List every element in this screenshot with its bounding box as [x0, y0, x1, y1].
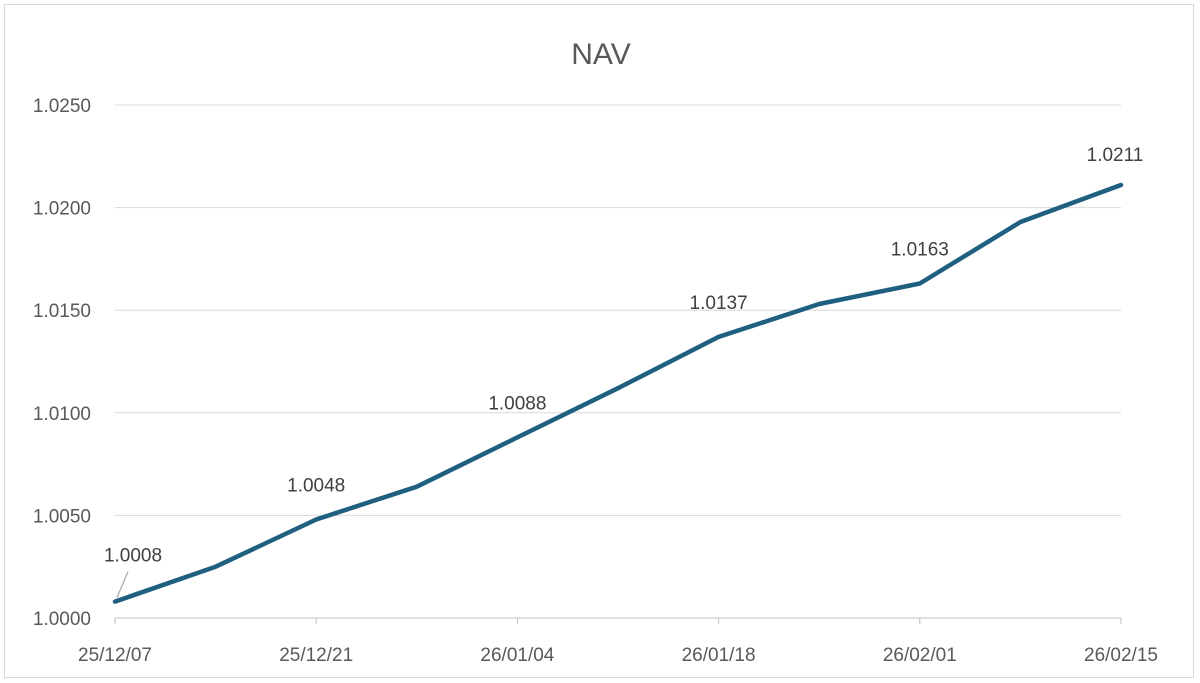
y-axis-ticks: 1.0000 1.0050 1.0100 1.0150 1.0200 1.0250 — [33, 96, 91, 630]
x-tick-label: 26/02/15 — [1084, 645, 1158, 666]
x-tick-label: 25/12/07 — [78, 645, 152, 666]
x-tick-label: 25/12/21 — [279, 645, 353, 666]
y-tick-label: 1.0250 — [33, 96, 91, 117]
x-tick-label: 26/01/18 — [682, 645, 756, 666]
x-tick-label: 26/02/01 — [883, 645, 957, 666]
y-tick-label: 1.0050 — [33, 506, 91, 527]
data-label: 1.0008 — [104, 546, 162, 567]
series-layer — [112, 182, 1124, 604]
nav-series-line — [112, 182, 1124, 604]
y-tick-label: 1.0200 — [33, 199, 91, 220]
chart-title: NAV — [571, 38, 630, 71]
data-label: 1.0137 — [690, 293, 748, 314]
data-label: 1.0048 — [287, 476, 345, 497]
chart-frame: NAV 1.0000 1.0050 1.0100 1.0150 1.0200 1.0250… — [4, 4, 1194, 678]
data-label: 1.0163 — [891, 240, 949, 261]
nav-line-chart: NAV 1.0000 1.0050 1.0100 1.0150 1.0200 1.0250… — [33, 38, 1158, 666]
data-label: 1.0211 — [1087, 145, 1144, 166]
y-tick-label: 1.0000 — [33, 609, 91, 630]
y-tick-label: 1.0150 — [33, 301, 91, 322]
data-label: 1.0088 — [488, 393, 546, 414]
x-tick-label: 26/01/04 — [480, 645, 554, 666]
x-axis-ticks: 25/12/07 25/12/21 26/01/04 26/01/18 26/02/01… — [78, 618, 1158, 666]
data-label-leader — [116, 571, 129, 598]
y-tick-label: 1.0100 — [33, 404, 91, 425]
data-labels: 1.0008 1.0048 1.0088 1.0137 1.0163 1.0211 — [104, 145, 1143, 598]
grid-layer — [115, 104, 1121, 619]
